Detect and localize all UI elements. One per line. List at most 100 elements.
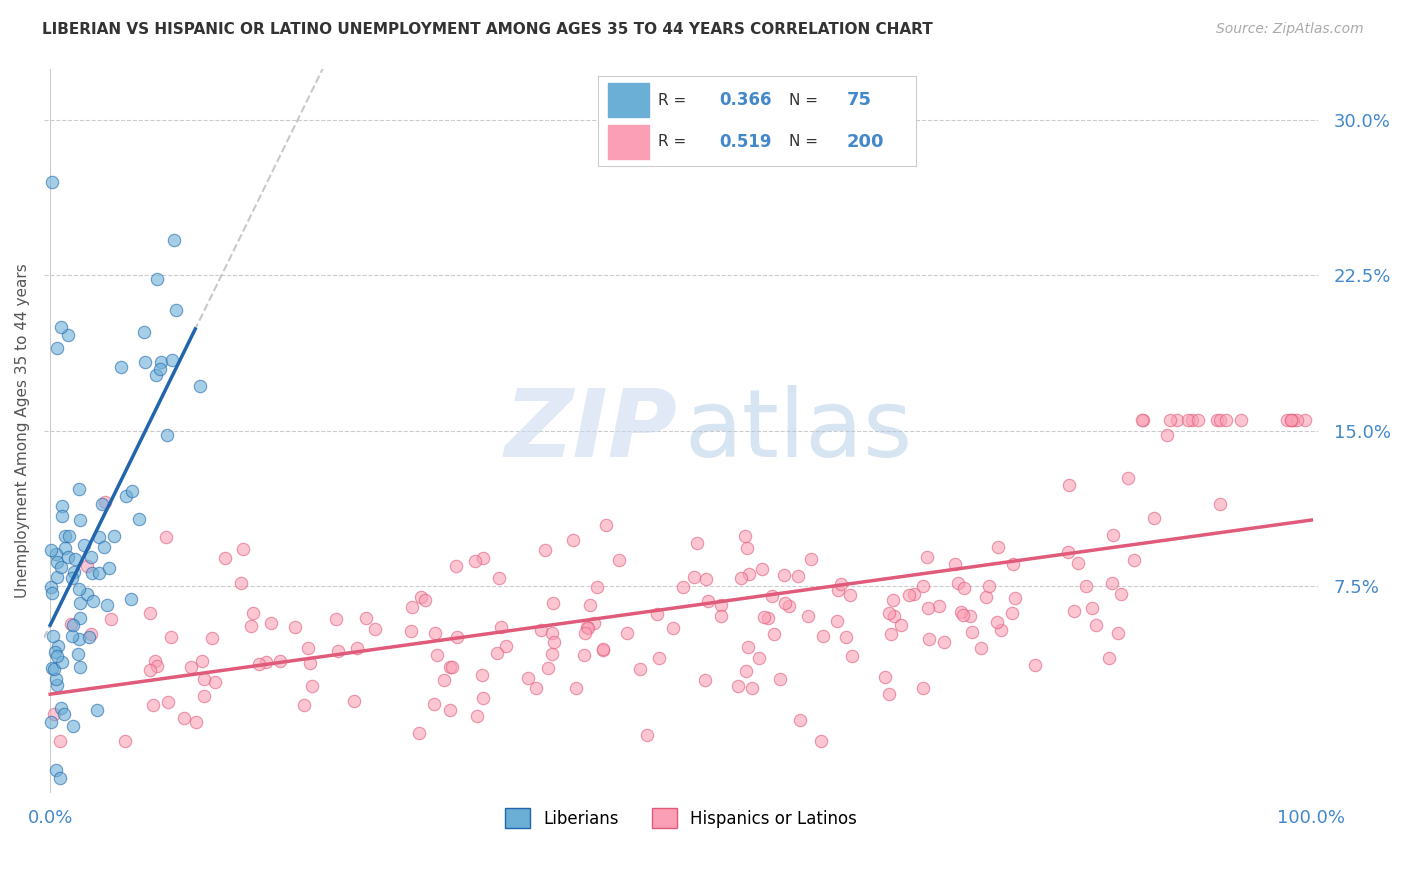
- Point: [91, 497, 114, 511]
- Point: [797, 608, 820, 623]
- Point: [162, 233, 184, 247]
- Point: [229, 575, 252, 590]
- Point: [409, 591, 432, 605]
- Point: [565, 681, 588, 695]
- Point: [422, 697, 444, 711]
- Point: [1177, 413, 1199, 427]
- Text: LIBERIAN VS HISPANIC OR LATINO UNEMPLOYMENT AMONG AGES 35 TO 44 YEARS CORRELATIO: LIBERIAN VS HISPANIC OR LATINO UNEMPLOYM…: [42, 22, 934, 37]
- Point: [1081, 601, 1104, 615]
- Point: [45, 648, 67, 663]
- Point: [1067, 556, 1090, 570]
- Point: [1230, 413, 1253, 427]
- Point: [830, 576, 852, 591]
- Point: [433, 673, 456, 687]
- Point: [165, 303, 187, 318]
- Point: [882, 592, 904, 607]
- Point: [686, 536, 709, 550]
- Point: [873, 670, 896, 684]
- Point: [69, 513, 91, 527]
- Point: [39, 581, 62, 595]
- Point: [87, 530, 110, 544]
- Point: [950, 605, 973, 619]
- Point: [139, 606, 162, 620]
- Point: [839, 588, 862, 602]
- Point: [143, 654, 166, 668]
- Point: [734, 664, 756, 678]
- Point: [86, 703, 108, 717]
- Point: [1279, 413, 1302, 427]
- Point: [232, 542, 254, 557]
- Point: [735, 541, 758, 555]
- Point: [489, 620, 512, 634]
- Point: [541, 626, 564, 640]
- Point: [89, 566, 111, 580]
- Point: [1143, 511, 1166, 525]
- Point: [917, 601, 939, 615]
- Point: [39, 543, 62, 558]
- Point: [946, 575, 969, 590]
- Point: [464, 554, 486, 568]
- Point: [115, 489, 138, 503]
- Point: [69, 660, 91, 674]
- Point: [60, 629, 83, 643]
- Point: [471, 667, 494, 681]
- Point: [114, 734, 136, 748]
- Point: [1187, 413, 1209, 427]
- Point: [960, 624, 983, 639]
- Point: [576, 621, 599, 635]
- Point: [1132, 413, 1154, 427]
- Point: [648, 650, 671, 665]
- Point: [1057, 478, 1080, 492]
- Point: [877, 606, 900, 620]
- Point: [730, 571, 752, 585]
- Point: [1002, 558, 1025, 572]
- Point: [572, 648, 595, 662]
- Point: [67, 482, 90, 496]
- Point: [952, 607, 974, 622]
- Point: [80, 566, 103, 581]
- Point: [80, 627, 103, 641]
- Point: [59, 617, 82, 632]
- Point: [710, 608, 733, 623]
- Point: [953, 581, 976, 595]
- Point: [401, 600, 423, 615]
- Point: [399, 624, 422, 638]
- Point: [1285, 413, 1308, 427]
- Point: [326, 643, 349, 657]
- Point: [63, 552, 86, 566]
- Point: [51, 509, 73, 524]
- Point: [1001, 607, 1024, 621]
- Point: [364, 622, 387, 636]
- Point: [446, 630, 468, 644]
- Point: [1209, 497, 1232, 511]
- Point: [485, 646, 508, 660]
- Point: [970, 640, 993, 655]
- Point: [441, 660, 464, 674]
- Point: [835, 630, 858, 644]
- Point: [193, 690, 215, 704]
- Point: [343, 694, 366, 708]
- Point: [695, 572, 717, 586]
- Point: [1181, 413, 1204, 427]
- Point: [543, 635, 565, 649]
- Point: [1004, 591, 1026, 605]
- Point: [709, 598, 731, 612]
- Point: [51, 655, 73, 669]
- Point: [100, 612, 122, 626]
- Point: [877, 687, 900, 701]
- Point: [1123, 553, 1146, 567]
- Text: ZIP: ZIP: [505, 384, 676, 476]
- Point: [737, 640, 759, 654]
- Point: [1107, 626, 1129, 640]
- Point: [541, 647, 564, 661]
- Point: [423, 626, 446, 640]
- Point: [1295, 413, 1317, 427]
- Point: [841, 648, 863, 663]
- Point: [77, 630, 100, 644]
- Point: [128, 511, 150, 525]
- Point: [46, 639, 69, 653]
- Point: [1130, 413, 1153, 427]
- Point: [292, 698, 315, 712]
- Point: [69, 596, 91, 610]
- Point: [1275, 413, 1298, 427]
